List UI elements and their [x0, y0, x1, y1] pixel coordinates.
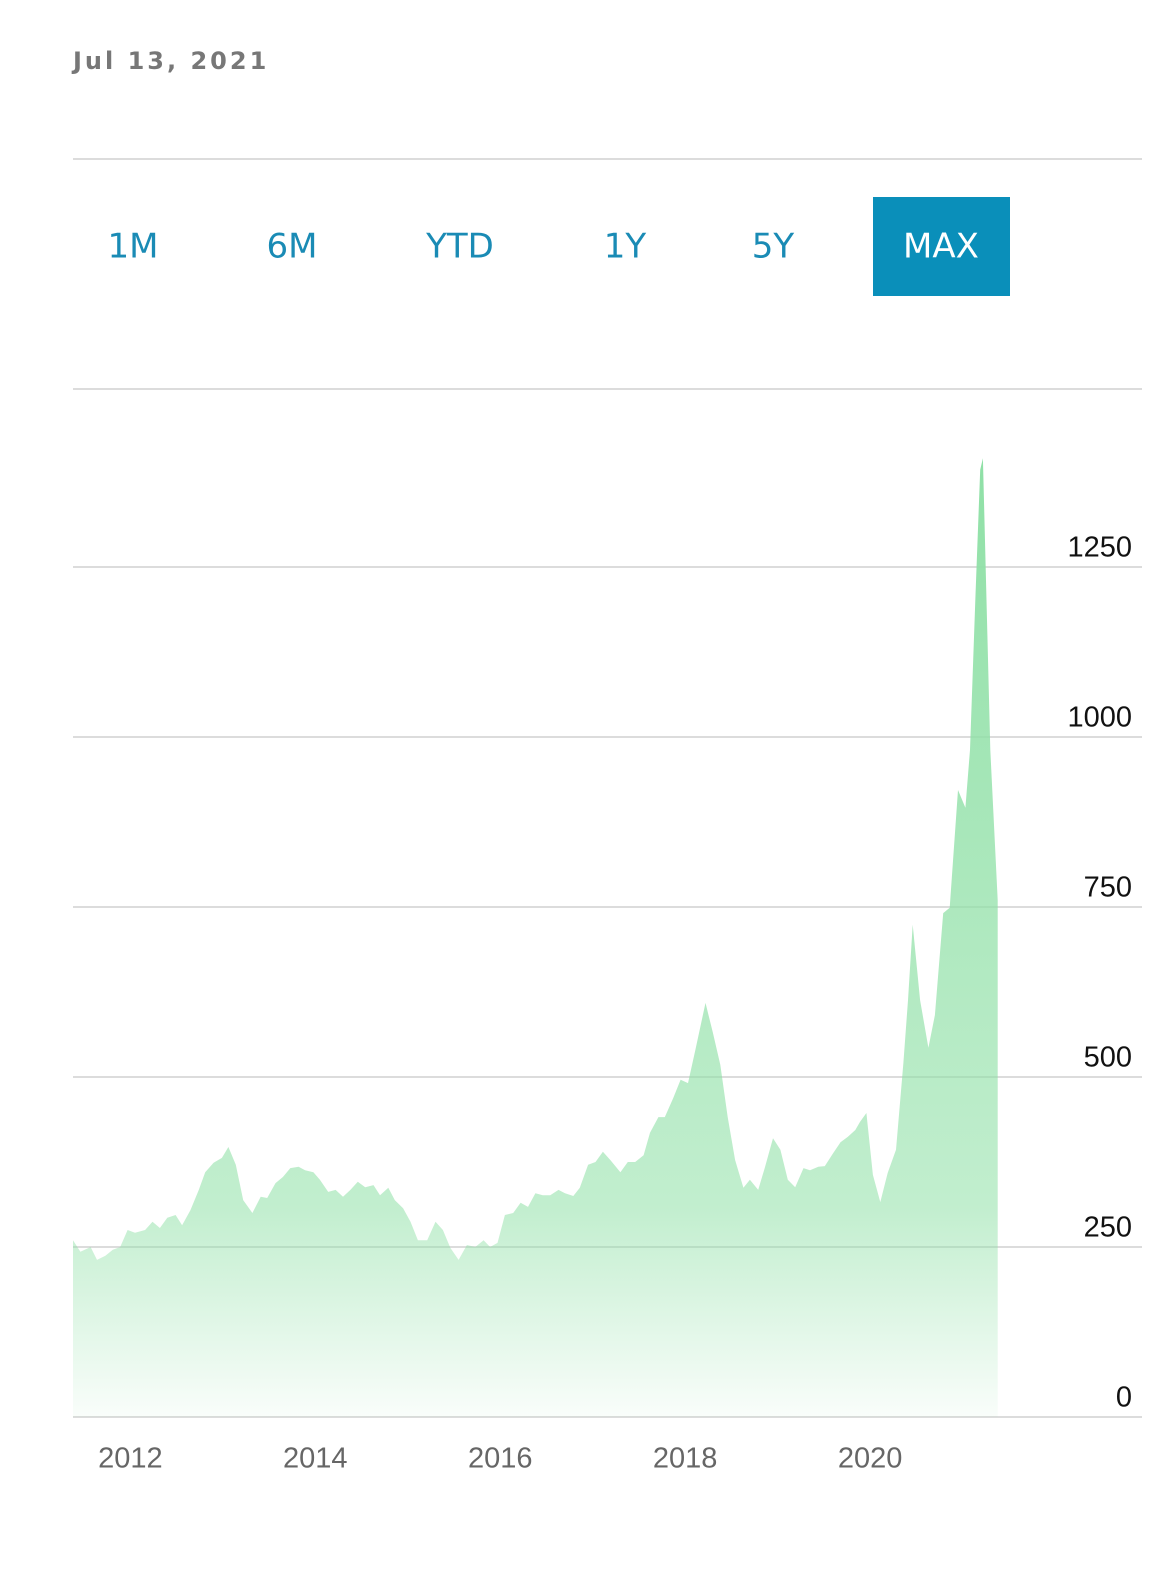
- range-button[interactable]: YTD: [425, 227, 494, 267]
- x-tick-label: 2020: [838, 1443, 903, 1475]
- date: Jul 13, 2021: [71, 47, 269, 75]
- x-tick-label: 2012: [98, 1443, 163, 1475]
- y-tick-label: 0: [1116, 1382, 1132, 1414]
- range-button[interactable]: 6M: [267, 227, 318, 267]
- y-tick-label: 250: [1084, 1212, 1132, 1244]
- x-tick-label: 2016: [468, 1443, 533, 1475]
- x-tick-label: 2014: [283, 1443, 348, 1475]
- y-tick-label: 500: [1084, 1042, 1132, 1074]
- range-button[interactable]: 1M: [108, 227, 159, 267]
- price-area: [73, 458, 998, 1417]
- range-button-selected[interactable]: [873, 197, 1010, 296]
- x-tick-label: 2018: [653, 1443, 718, 1475]
- y-tick-label: 1250: [1067, 532, 1132, 564]
- range-button[interactable]: MAX: [903, 227, 979, 267]
- y-tick-label: 750: [1084, 872, 1132, 904]
- range-button[interactable]: 1Y: [604, 227, 647, 267]
- range-button[interactable]: 5Y: [752, 227, 795, 267]
- y-tick-label: 1000: [1067, 702, 1132, 734]
